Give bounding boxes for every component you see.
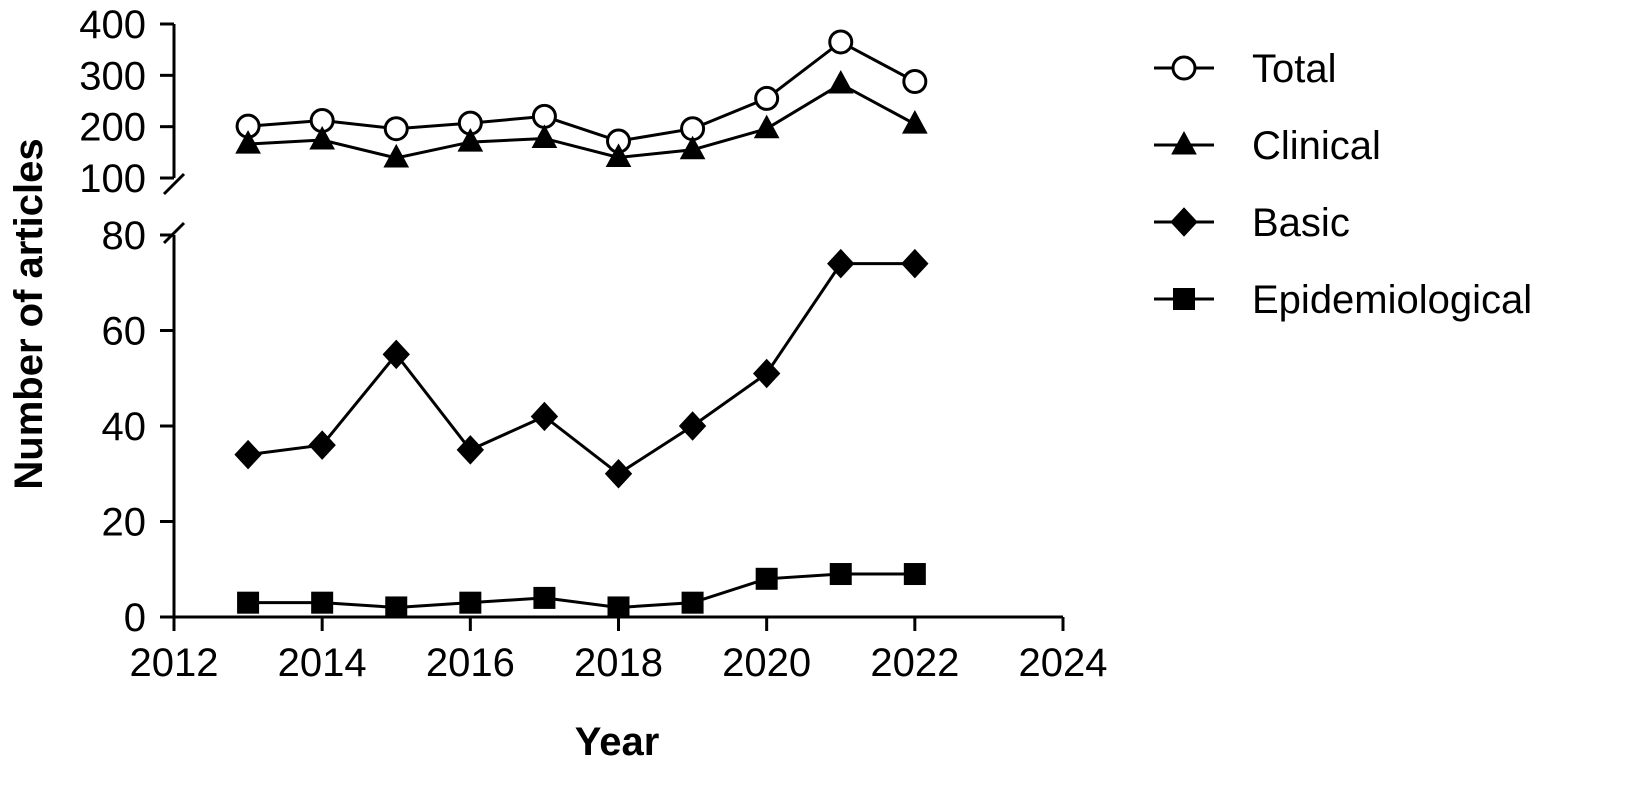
legend-item-basic: Basic [1154, 201, 1350, 245]
data-point-total [531, 103, 557, 129]
data-point-basic [752, 358, 781, 389]
y-axis-title: Number of articles [7, 138, 51, 489]
data-point-basic [382, 339, 410, 370]
legend: Total Clinical Basic Epidemiological [1154, 47, 1532, 322]
y-tick-label-lower: 0 [124, 596, 146, 640]
data-point-epidemiological [607, 596, 630, 619]
axes: 2012 2014 2016 2018 2020 2022 2024 0 20 40 60 80 100… [79, 3, 1107, 685]
data-point-clinical [457, 128, 484, 152]
data-point-epidemiological [237, 591, 260, 614]
y-tick-label-lower: 60 [102, 310, 147, 354]
data-point-epidemiological [533, 586, 556, 609]
x-tick-label: 2022 [870, 641, 959, 685]
data-point-basic [456, 435, 485, 465]
legend-label-clinical: Clinical [1252, 124, 1381, 168]
x-tick-label: 2018 [574, 641, 663, 685]
data-point-clinical [531, 124, 558, 148]
data-point-clinical [827, 70, 854, 94]
legend-label-total: Total [1252, 47, 1337, 91]
data-point-clinical [605, 143, 632, 167]
y-tick-label-upper: 300 [79, 54, 146, 98]
data-point-basic [678, 411, 707, 441]
series-line-clinical [248, 82, 916, 160]
legend-item-clinical: Clinical [1154, 124, 1381, 168]
data-point-epidemiological [311, 591, 334, 614]
series-total [235, 29, 928, 154]
data-point-basic [901, 248, 929, 279]
y-tick-label-lower: 20 [102, 501, 147, 545]
series-basic [234, 248, 929, 489]
x-tick-label: 2014 [278, 641, 367, 685]
data-point-total [902, 68, 928, 94]
data-point-clinical [901, 110, 928, 134]
y-tick-label-upper: 400 [79, 3, 146, 47]
data-point-epidemiological [681, 591, 704, 614]
y-tick-label-lower: 80 [102, 214, 147, 258]
legend-marker-clinical [1171, 130, 1197, 155]
legend-marker-total [1171, 55, 1197, 81]
legend-label-basic: Basic [1252, 201, 1350, 245]
series-line-total [247, 40, 916, 143]
series-clinical [235, 70, 928, 168]
data-point-clinical [383, 143, 410, 168]
y-tick-label-lower: 40 [102, 405, 147, 449]
data-point-epidemiological [755, 567, 778, 590]
data-point-clinical [235, 130, 261, 154]
data-point-total [754, 85, 780, 111]
series-epidemiological [237, 563, 926, 619]
legend-item-epidemiological: Epidemiological [1154, 278, 1532, 322]
legend-label-epidemiological: Epidemiological [1252, 278, 1532, 322]
legend-marker-basic [1170, 207, 1198, 237]
y-tick-label-upper: 100 [79, 157, 146, 201]
series-layer [234, 29, 929, 619]
series-line-basic [247, 262, 915, 476]
data-point-total [383, 116, 409, 142]
series-line-epidemiological [248, 572, 915, 609]
axis-break-mark-upper [162, 172, 186, 196]
x-tick-label: 2012 [130, 641, 219, 685]
legend-item-total: Total [1154, 47, 1337, 91]
x-tick-label: 2016 [426, 641, 515, 685]
y-tick-label-upper: 200 [79, 106, 146, 150]
x-tick-label: 2024 [1019, 641, 1108, 685]
data-point-epidemiological [903, 563, 926, 586]
axis-break-mark-lower [162, 221, 186, 245]
data-point-clinical [753, 114, 780, 139]
data-point-basic [604, 459, 633, 489]
data-point-epidemiological [385, 596, 408, 619]
data-point-basic [827, 248, 855, 279]
data-point-epidemiological [459, 591, 482, 614]
x-axis-title: Year [575, 720, 660, 764]
data-point-total [828, 29, 854, 55]
x-tick-label: 2020 [722, 641, 811, 685]
data-point-epidemiological [829, 563, 852, 586]
data-point-basic [308, 430, 336, 460]
data-point-basic [530, 401, 559, 432]
data-point-clinical [309, 125, 336, 150]
data-point-clinical [679, 135, 706, 160]
data-point-basic [234, 439, 262, 470]
legend-marker-epidemiological [1173, 288, 1195, 310]
